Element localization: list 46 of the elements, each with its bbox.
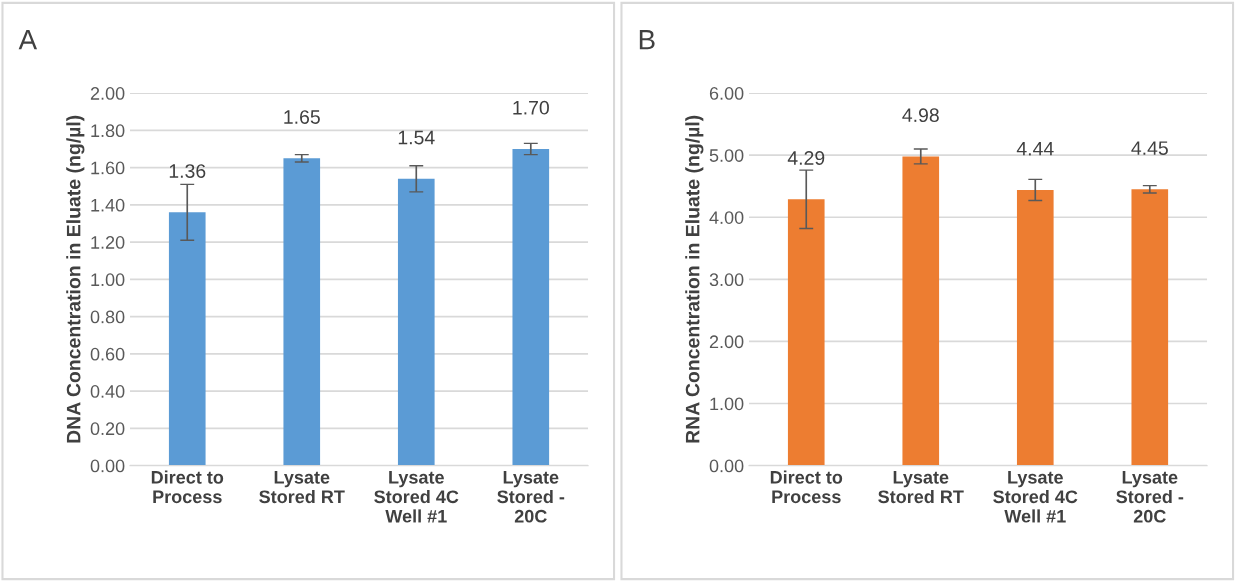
x-tick-label: Lysate Stored - 20C xyxy=(1116,471,1184,523)
y-tick-label: 1.00 xyxy=(91,273,125,287)
bar xyxy=(1131,189,1169,466)
bar xyxy=(787,199,825,466)
y-axis-title: DNA Concentration in Eluate (ng/µl) xyxy=(66,115,85,443)
y-tick-label: 0.00 xyxy=(709,459,744,473)
x-tick-label: Lysate Stored 4C Well #1 xyxy=(993,471,1078,523)
data-label: 1.54 xyxy=(398,130,435,145)
data-label: 1.36 xyxy=(169,164,206,178)
bar xyxy=(168,212,206,466)
x-tick-label: Lysate Stored 4C Well #1 xyxy=(374,471,459,523)
y-tick-label: 0.20 xyxy=(90,422,125,436)
x-tick-label: Lysate Stored - 20C xyxy=(497,471,565,523)
y-tick-label: 0.40 xyxy=(90,385,125,398)
data-label: 1.65 xyxy=(284,110,320,124)
data-label: 4.44 xyxy=(1016,142,1054,156)
x-tick-label: Direct to Process xyxy=(151,470,224,504)
x-tick-label: Direct to Process xyxy=(770,470,843,504)
chart-title: B xyxy=(639,30,655,50)
bar xyxy=(902,156,940,466)
bar xyxy=(397,178,435,466)
y-tick-label: 1.60 xyxy=(91,161,125,175)
y-tick-label: 1.20 xyxy=(91,236,125,249)
y-tick-label: 5.00 xyxy=(709,149,744,162)
data-label: 1.70 xyxy=(513,100,549,115)
y-axis-title: RNA Concentration in Eluate (ng/µl) xyxy=(685,115,704,443)
y-tick-label: 1.00 xyxy=(710,397,744,411)
bar xyxy=(512,148,550,466)
bar xyxy=(283,158,321,466)
y-tick-label: 1.80 xyxy=(91,124,125,138)
y-tick-label: 4.00 xyxy=(709,211,744,224)
y-tick-label: 2.00 xyxy=(709,335,744,349)
data-label: 4.45 xyxy=(1131,141,1168,155)
y-tick-label: 1.40 xyxy=(91,198,125,212)
y-tick-label: 0.80 xyxy=(90,310,125,324)
bar xyxy=(1016,189,1054,466)
y-tick-label: 0.00 xyxy=(90,459,125,473)
data-label: 4.29 xyxy=(787,151,825,165)
x-tick-label: Lysate Stored RT xyxy=(259,471,345,504)
y-tick-label: 0.60 xyxy=(90,347,125,361)
x-tick-label: Lysate Stored RT xyxy=(878,471,964,504)
y-tick-label: 3.00 xyxy=(709,273,744,287)
chart-title: A xyxy=(18,30,38,50)
y-tick-label: 6.00 xyxy=(709,87,744,100)
y-tick-label: 2.00 xyxy=(90,87,125,100)
data-label: 4.98 xyxy=(902,108,939,123)
